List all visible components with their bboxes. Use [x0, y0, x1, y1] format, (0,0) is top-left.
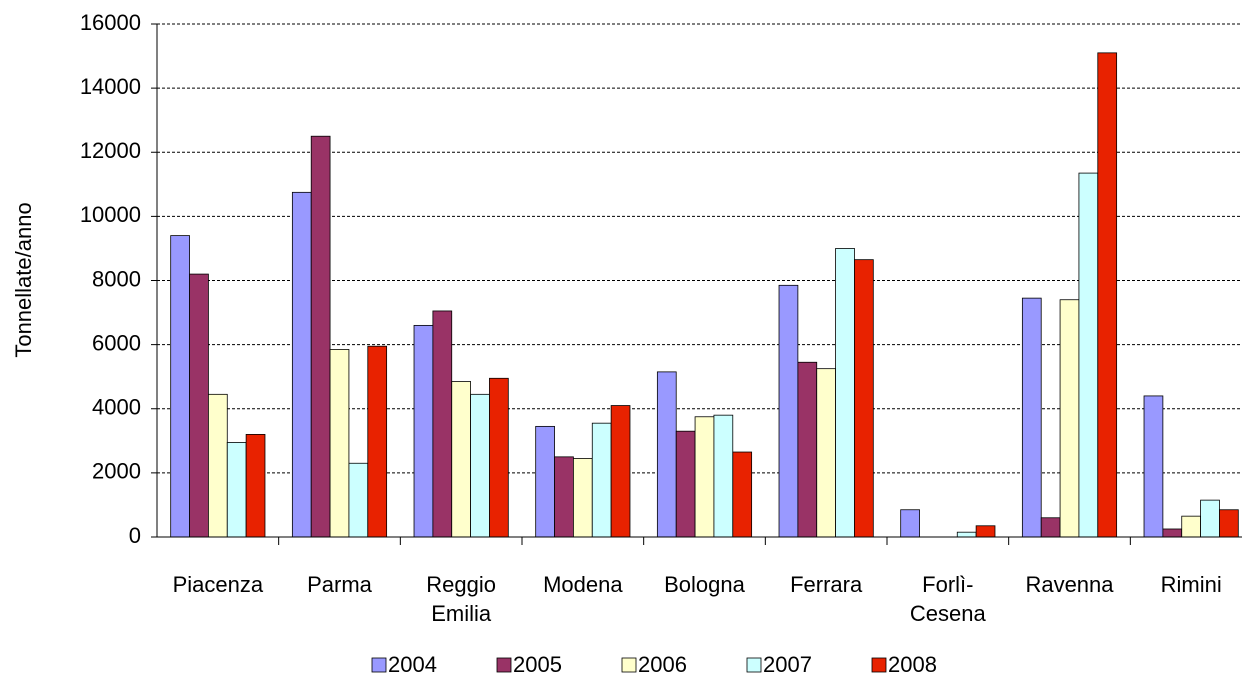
x-tick-label: Reggio Emilia: [426, 572, 497, 626]
bar: [291, 191, 312, 538]
bar: [329, 349, 350, 538]
bar: [1219, 509, 1239, 538]
x-tick-label: Bologna: [664, 572, 745, 597]
bar: [1181, 515, 1201, 538]
x-tick-label: Ravenna: [1025, 572, 1114, 597]
bar: [854, 259, 874, 538]
x-tick-label: Piacenza: [172, 572, 264, 597]
legend-swatch: [871, 657, 887, 673]
y-tick-label: 4000: [92, 395, 141, 420]
bar: [489, 377, 509, 538]
y-tick-label: 12000: [80, 138, 141, 163]
bar: [797, 361, 818, 538]
bar: [591, 422, 612, 538]
legend-swatch: [496, 657, 512, 673]
bar: [189, 273, 209, 538]
bar: [1021, 297, 1042, 538]
bar: [208, 393, 228, 538]
x-tick-label: Forlì- Cesena: [909, 572, 986, 626]
y-tick-label: 10000: [80, 202, 141, 227]
legend-label: 2008: [888, 652, 937, 677]
bar: [1059, 299, 1080, 538]
legend-label: 2006: [638, 652, 687, 677]
bar: [778, 284, 799, 538]
bar: [610, 405, 631, 538]
legend-label: 2004: [388, 652, 437, 677]
y-axis-label: Tonnellate/anno: [11, 202, 36, 357]
legend-label: 2005: [513, 652, 562, 677]
legend-label: 2007: [763, 652, 812, 677]
bar: [900, 509, 920, 538]
bar: [451, 381, 471, 538]
bar: [694, 416, 715, 538]
bar: [432, 310, 453, 538]
x-tick-label: Rimini: [1160, 572, 1222, 597]
bar: [367, 345, 388, 538]
bar: [554, 456, 574, 538]
bar: [816, 368, 836, 538]
bar: [675, 430, 696, 538]
bar: [835, 248, 855, 538]
x-tick-label: Modena: [543, 572, 623, 597]
bar: [226, 442, 247, 538]
bar: [975, 525, 996, 538]
legend-swatch: [621, 657, 637, 673]
x-tick-label: Ferrara: [790, 572, 863, 597]
y-tick-label: 2000: [92, 459, 141, 484]
bar: [573, 458, 593, 538]
bar: [1200, 499, 1220, 538]
bar: [245, 433, 266, 538]
bar: [1143, 395, 1164, 538]
y-tick-label: 6000: [92, 330, 141, 355]
bar: [170, 235, 190, 538]
bar: [713, 414, 734, 538]
y-tick-label: 14000: [80, 74, 141, 99]
bar: [348, 462, 369, 538]
bar: [310, 135, 331, 538]
legend-swatch: [371, 657, 387, 673]
bar: [1097, 52, 1118, 538]
bar: [1162, 528, 1183, 538]
bar: [413, 324, 434, 538]
bar: [956, 531, 977, 538]
y-tick-label: 0: [129, 523, 141, 548]
y-tick-label: 16000: [80, 10, 141, 35]
y-tick-label: 8000: [92, 266, 141, 291]
bar: [1078, 172, 1099, 538]
x-tick-label: Parma: [307, 572, 372, 597]
bar: [535, 425, 555, 538]
legend-swatch: [746, 657, 762, 673]
bar: [732, 451, 753, 538]
bar: [1040, 517, 1061, 538]
bar: [470, 393, 490, 538]
bar: [656, 371, 677, 538]
